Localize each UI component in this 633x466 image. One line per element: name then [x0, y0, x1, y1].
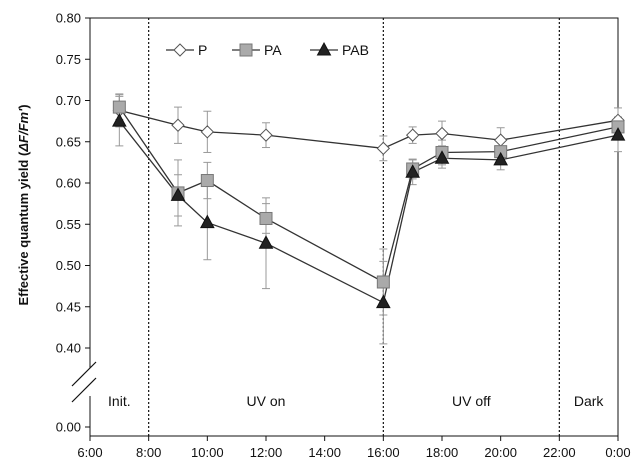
marker-P	[493, 133, 508, 147]
axes	[71, 361, 97, 403]
y-axis-label: Effective quantum yield (ΔF/Fm')	[16, 104, 31, 305]
y-tick-label: 0.70	[56, 93, 81, 108]
x-tick-label: 22:00	[543, 445, 576, 460]
x-tick-label: 20:00	[484, 445, 517, 460]
marker-PA	[239, 43, 253, 57]
y-tick-label: 0.40	[56, 341, 81, 356]
x-tick-label: 0:00	[605, 445, 630, 460]
legend-item-PAB: PAB	[310, 41, 369, 58]
y-tick-label: 0.55	[56, 217, 81, 232]
y-tick-label: 0.80	[56, 11, 81, 26]
marker-PAB	[610, 127, 626, 141]
marker-PA	[112, 100, 126, 114]
x-tick-label: 6:00	[77, 445, 102, 460]
y-tick-label: 0.00	[56, 420, 81, 435]
marker-P	[259, 128, 273, 142]
legend-label: PAB	[342, 42, 369, 58]
marker-PA	[259, 211, 273, 225]
y-tick-label: 0.45	[56, 299, 81, 314]
phase-dividers	[148, 18, 560, 436]
marker-PAB	[405, 164, 421, 178]
marker-PAB	[170, 187, 186, 201]
axis-break-slash	[71, 377, 97, 403]
x-tick-label: 8:00	[136, 445, 161, 460]
phase-label: Dark	[574, 393, 605, 409]
series-lines	[118, 106, 619, 304]
series-line-PAB	[118, 120, 619, 304]
plot-area	[89, 17, 619, 437]
marker-PAB	[316, 41, 332, 56]
x-tick-label: 12:00	[250, 445, 283, 460]
phase-labels: Init. UV on UV off Dark	[108, 393, 604, 409]
x-tick-label: 10:00	[191, 445, 224, 460]
marker-PAB	[111, 113, 127, 127]
marker-P	[435, 126, 449, 141]
phase-label: UV on	[247, 393, 286, 409]
y-ticks: 0.80 0.75 0.70 0.65 0.60 0.55 0.50 0.45 0.40 0.00	[56, 11, 90, 435]
axis-break-gap	[76, 368, 96, 396]
y-tick-label: 0.50	[56, 258, 81, 273]
y-tick-label: 0.60	[56, 176, 81, 191]
marker-PAB	[434, 150, 450, 164]
legend-item-PA: PA	[232, 42, 282, 58]
x-tick-label: 16:00	[367, 445, 400, 460]
legend: P PA PAB	[166, 41, 369, 58]
marker-PAB	[493, 151, 509, 166]
marker-P	[200, 125, 215, 139]
x-ticks: 6:00 8:00 10:00 12:00 14:00 16:00 18:00 20:00 22…	[77, 436, 631, 460]
series-markers	[111, 100, 626, 309]
phase-label: UV off	[452, 393, 491, 409]
marker-PAB	[258, 235, 274, 249]
error-bars	[115, 93, 622, 345]
marker-P	[376, 141, 391, 156]
y-tick-label: 0.65	[56, 134, 81, 149]
x-tick-label: 14:00	[308, 445, 341, 460]
marker-PA	[200, 174, 214, 188]
plot-frame	[89, 17, 619, 437]
marker-PAB	[375, 294, 391, 309]
axis-break-slash	[71, 361, 97, 387]
phase-label: Init.	[108, 393, 131, 409]
marker-P	[171, 118, 185, 132]
y-tick-label: 0.75	[56, 52, 81, 67]
axis-break	[71, 361, 97, 403]
marker-PA	[376, 275, 390, 289]
marker-PAB	[199, 214, 215, 229]
legend-item-P: P	[166, 42, 207, 58]
x-tick-label: 18:00	[426, 445, 459, 460]
legend-label: P	[198, 42, 207, 58]
marker-P	[405, 128, 420, 142]
marker-P	[173, 43, 187, 57]
legend-label: PA	[264, 42, 282, 58]
